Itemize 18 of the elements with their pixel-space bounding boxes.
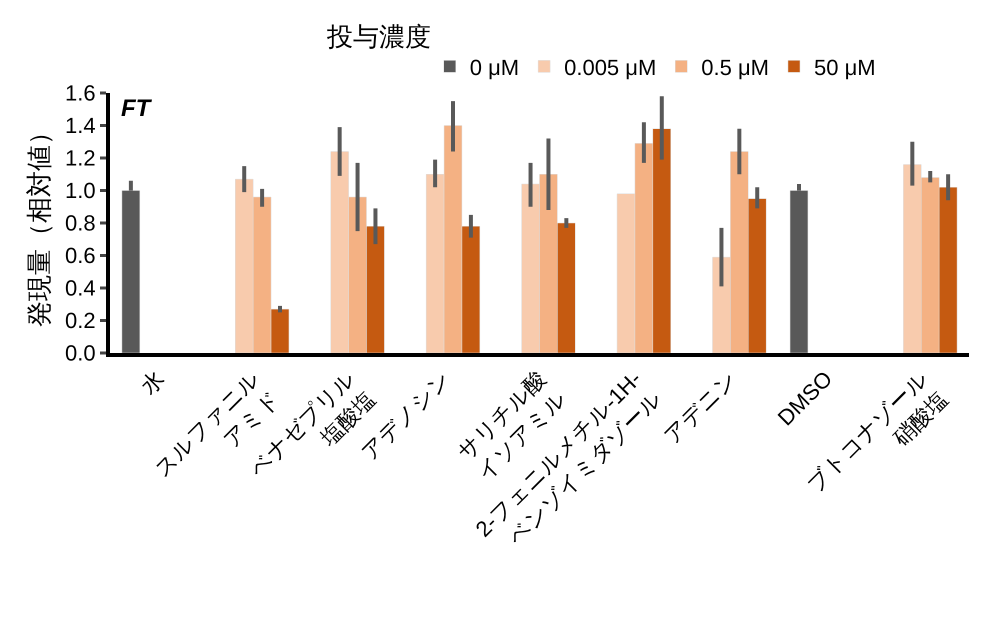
y-tick-label: 0.6 <box>65 243 96 268</box>
legend-label: 50 μM <box>814 54 876 80</box>
y-tick-label: 0.2 <box>65 308 96 334</box>
x-tick-label: アデニン <box>658 366 742 449</box>
y-axis-title: 発現量（相対値） <box>24 119 54 327</box>
y-tick-label: 1.2 <box>65 146 96 171</box>
y-tick-label: 1.4 <box>65 113 96 138</box>
legend-title: 投与濃度 <box>326 22 431 52</box>
legend-label: 0.005 μM <box>564 54 656 80</box>
y-tick-label: 1.6 <box>65 80 96 106</box>
legend-label: 0 μM <box>470 54 520 80</box>
y-tick-label: 0.0 <box>65 340 96 366</box>
y-tick-label: 0.8 <box>65 210 96 236</box>
x-tick-label: 水 <box>136 366 170 400</box>
y-tick-label: 0.4 <box>65 276 96 301</box>
y-tick-label: 1.0 <box>65 178 96 204</box>
legend-label: 0.5 μM <box>701 54 769 80</box>
annotation: FT <box>121 95 153 122</box>
